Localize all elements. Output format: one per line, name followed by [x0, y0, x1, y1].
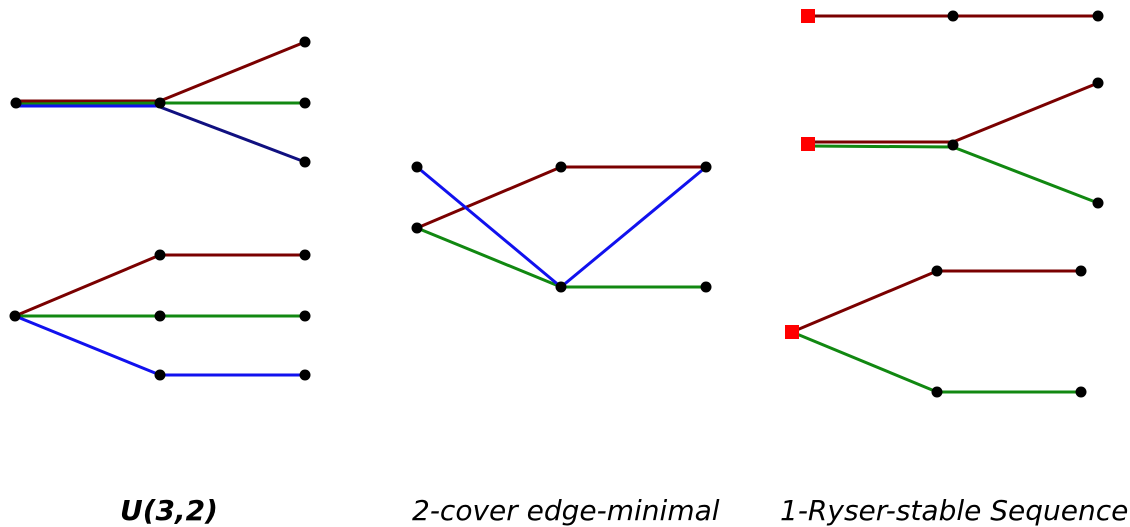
ryser-bottom-node	[1075, 265, 1087, 277]
caption-two-cover: 2-cover edge-minimal	[412, 494, 720, 527]
u32-top-node	[299, 156, 311, 168]
u32-top-node	[299, 97, 311, 109]
ryser-mid-square-node	[801, 137, 815, 151]
ryser-bottom-node	[931, 265, 943, 277]
ryser-top-node	[947, 10, 959, 22]
u32-bottom-red-edge	[14, 253, 305, 318]
ryser-bottom-green-edge	[791, 330, 1081, 394]
u32-bottom-node	[154, 310, 166, 322]
u32-top-node	[299, 36, 311, 48]
two-cover-node	[555, 161, 567, 173]
two-cover-node	[411, 161, 423, 173]
u32-top-node	[10, 97, 22, 109]
u32-bottom-node	[154, 369, 166, 381]
two-cover-node	[700, 161, 712, 173]
two-cover-green-edge	[416, 226, 706, 289]
u32-bottom-node	[9, 310, 21, 322]
ryser-top-square-node	[801, 9, 815, 23]
two-cover-node	[555, 281, 567, 293]
two-cover-blue-edge	[416, 165, 707, 289]
ryser-bottom-node	[931, 386, 943, 398]
u32-top-red-edge	[16, 40, 306, 103]
ryser-mid-red-edge	[808, 81, 1099, 144]
two-cover-node	[700, 281, 712, 293]
two-cover-red-edge	[416, 165, 706, 230]
u32-bottom-node	[299, 249, 311, 261]
ryser-mid-node	[1092, 197, 1104, 209]
u32-top-node	[154, 97, 166, 109]
two-cover-node	[411, 222, 423, 234]
caption-u32: U(3,2)	[120, 494, 218, 527]
ryser-bottom-square-node	[785, 325, 799, 339]
ryser-mid-green-edge	[807, 144, 1099, 205]
u32-top-navy-edge	[159, 105, 306, 164]
u32-bottom-blue-edge	[14, 314, 305, 377]
u32-bottom-node	[299, 310, 311, 322]
ryser-top-node	[1092, 10, 1104, 22]
u32-bottom-node	[299, 369, 311, 381]
ryser-bottom-red-edge	[791, 269, 1081, 334]
caption-ryser: 1-Ryser-stable Sequence	[780, 494, 1129, 527]
ryser-mid-node	[1092, 77, 1104, 89]
ryser-mid-node	[947, 139, 959, 151]
ryser-bottom-node	[1075, 386, 1087, 398]
u32-bottom-node	[154, 249, 166, 261]
